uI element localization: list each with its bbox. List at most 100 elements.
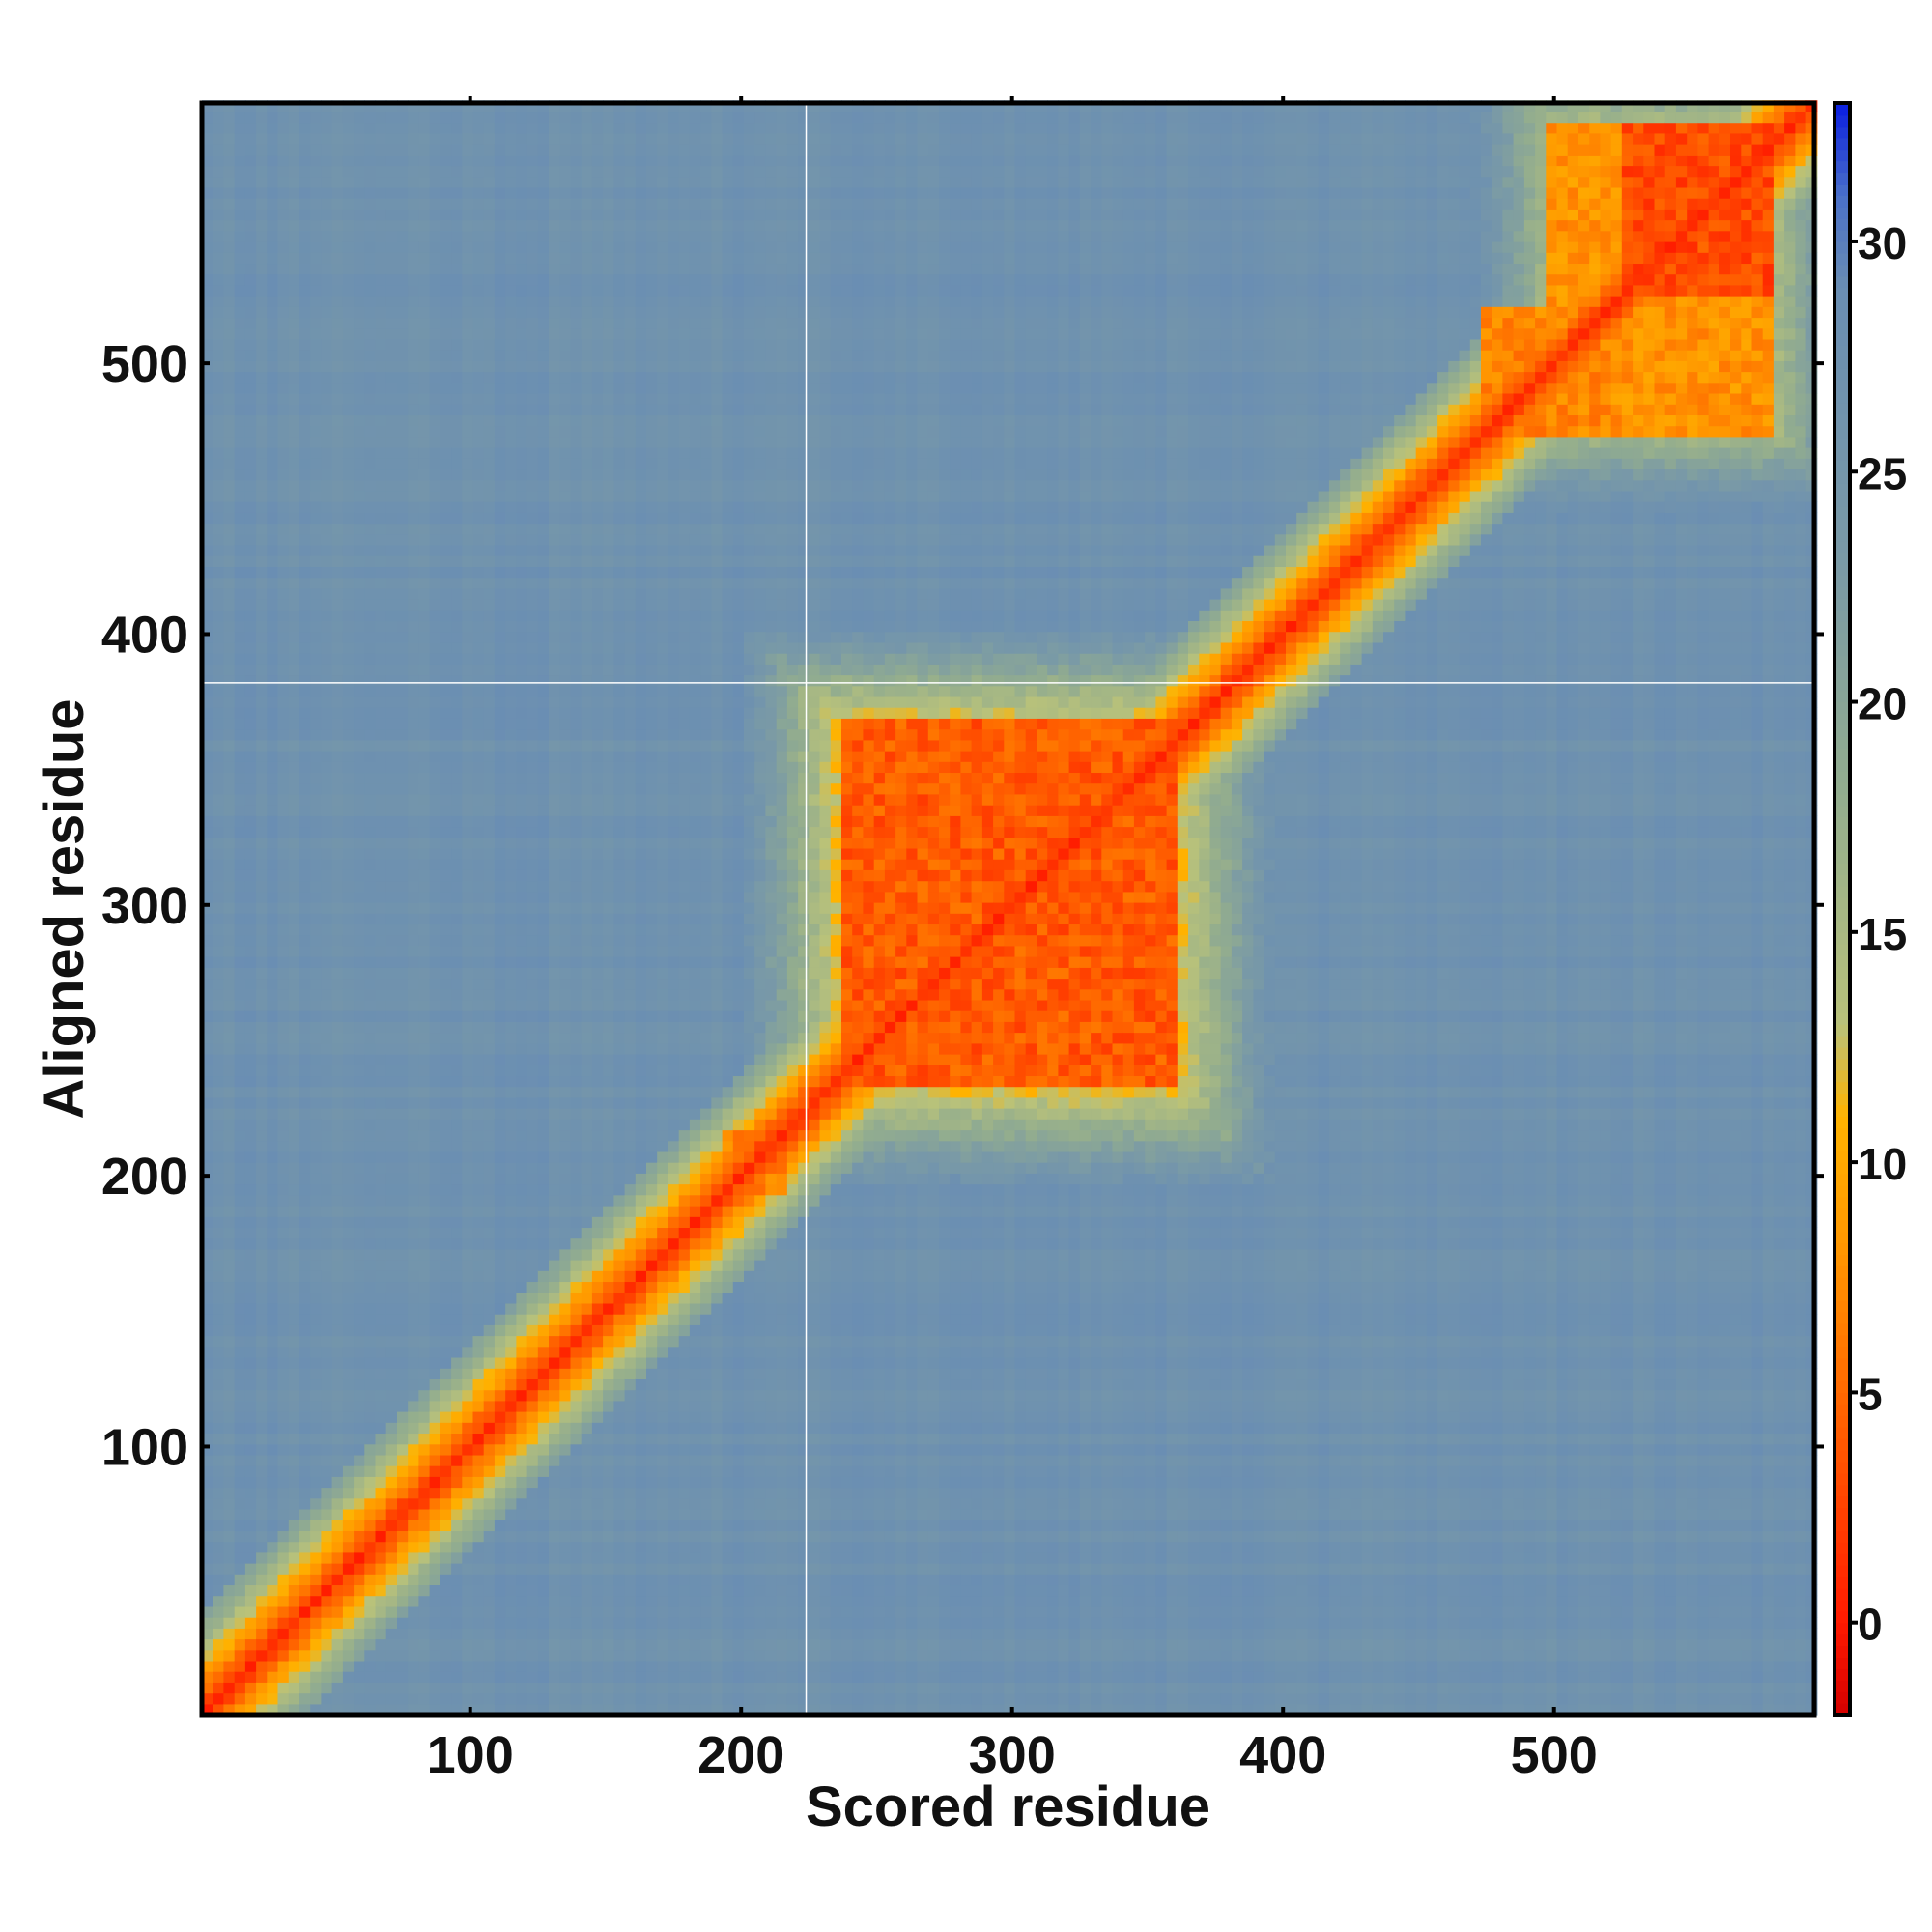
heatmap-cell	[364, 707, 377, 719]
heatmap-cell	[505, 165, 518, 178]
heatmap-cell	[299, 284, 311, 297]
heatmap-cell	[202, 1237, 213, 1250]
heatmap-cell	[256, 1216, 268, 1229]
heatmap-cell	[244, 1389, 257, 1402]
heatmap-cell	[288, 1520, 300, 1532]
heatmap-cell	[462, 999, 474, 1011]
heatmap-cell	[277, 1108, 290, 1120]
heatmap-cell	[256, 382, 268, 394]
heatmap-cell	[256, 469, 268, 481]
heatmap-cell	[375, 1129, 387, 1142]
heatmap-cell	[354, 587, 365, 600]
heatmap-cell	[494, 847, 506, 860]
heatmap-cell	[462, 869, 474, 882]
heatmap-cell	[385, 728, 398, 741]
heatmap-cell	[213, 1248, 225, 1261]
heatmap-cell	[310, 1357, 323, 1369]
heatmap-cell	[202, 1574, 213, 1586]
heatmap-cell	[559, 1162, 572, 1174]
heatmap-cell	[429, 1638, 441, 1651]
heatmap-cell	[256, 1227, 268, 1239]
heatmap-cell	[244, 1541, 257, 1553]
heatmap-cell	[213, 219, 225, 232]
heatmap-cell	[223, 1086, 236, 1098]
heatmap-cell	[244, 1551, 257, 1564]
heatmap-cell	[321, 186, 333, 199]
heatmap-cell	[549, 479, 560, 492]
heatmap-cell	[202, 847, 213, 860]
heatmap-cell	[505, 360, 518, 373]
heatmap-cell	[234, 350, 246, 361]
heatmap-cell	[364, 1682, 377, 1694]
heatmap-cell	[277, 1649, 290, 1662]
heatmap-cell	[549, 469, 560, 481]
heatmap-cell	[277, 1368, 290, 1380]
heatmap-cell	[354, 1335, 365, 1348]
heatmap-cell	[288, 967, 300, 980]
heatmap-cell	[462, 902, 474, 914]
heatmap-cell	[385, 1584, 398, 1597]
heatmap-cell	[397, 490, 409, 502]
heatmap-cell	[364, 988, 377, 1001]
heatmap-cell	[440, 1520, 452, 1532]
heatmap-cell	[288, 1324, 300, 1337]
heatmap-cell	[472, 393, 485, 405]
heatmap-cell	[256, 1508, 268, 1520]
heatmap-cell	[462, 587, 474, 600]
heatmap-cell	[256, 284, 268, 297]
heatmap-cell	[516, 869, 528, 882]
heatmap-cell	[494, 793, 506, 806]
heatmap-cell	[267, 620, 279, 633]
heatmap-cell	[494, 1042, 506, 1055]
heatmap-cell	[483, 242, 496, 253]
heatmap-cell	[299, 1443, 311, 1456]
heatmap-cell	[202, 1378, 213, 1391]
heatmap-cell	[462, 1183, 474, 1196]
heatmap-cell	[559, 1173, 572, 1185]
heatmap-cell	[310, 631, 323, 643]
heatmap-cell	[549, 1422, 560, 1435]
heatmap-cell	[256, 1032, 268, 1044]
heatmap-cell	[267, 1541, 279, 1553]
heatmap-cell	[408, 252, 420, 265]
heatmap-cell	[505, 1411, 518, 1423]
heatmap-cell	[494, 360, 506, 373]
heatmap-cell	[462, 1129, 474, 1142]
heatmap-cell	[288, 1129, 300, 1142]
heatmap-cell	[321, 718, 333, 730]
heatmap-cell	[451, 869, 463, 882]
heatmap-cell	[505, 653, 518, 665]
heatmap-cell	[321, 1162, 333, 1174]
heatmap-cell	[310, 555, 323, 568]
heatmap-cell	[244, 869, 257, 882]
heatmap-cell	[516, 490, 528, 502]
heatmap-cell	[516, 501, 528, 513]
heatmap-cell	[288, 327, 300, 340]
heatmap-cell	[385, 1281, 398, 1293]
heatmap-cell	[559, 978, 572, 990]
heatmap-cell	[288, 1617, 300, 1629]
heatmap-cell	[331, 393, 344, 405]
heatmap-cell	[213, 1671, 225, 1683]
heatmap-cell	[354, 1703, 365, 1716]
heatmap-cell	[418, 761, 431, 774]
heatmap-cell	[244, 1054, 257, 1065]
heatmap-cell	[472, 1108, 485, 1120]
heatmap-cell	[537, 566, 550, 579]
heatmap-cell	[354, 1183, 365, 1196]
heatmap-cell	[244, 1237, 257, 1250]
heatmap-cell	[418, 1487, 431, 1499]
heatmap-cell	[354, 945, 365, 957]
heatmap-cell	[462, 490, 474, 502]
heatmap-cell	[483, 869, 496, 882]
heatmap-cell	[472, 1032, 485, 1044]
heatmap-cell	[397, 1010, 409, 1022]
heatmap-cell	[299, 1454, 311, 1466]
heatmap-cell	[364, 447, 377, 459]
heatmap-cell	[418, 1357, 431, 1369]
heatmap-cell	[256, 242, 268, 253]
heatmap-cell	[310, 1140, 323, 1152]
heatmap-cell	[277, 956, 290, 968]
heatmap-cell	[526, 479, 539, 492]
heatmap-cell	[321, 533, 333, 546]
